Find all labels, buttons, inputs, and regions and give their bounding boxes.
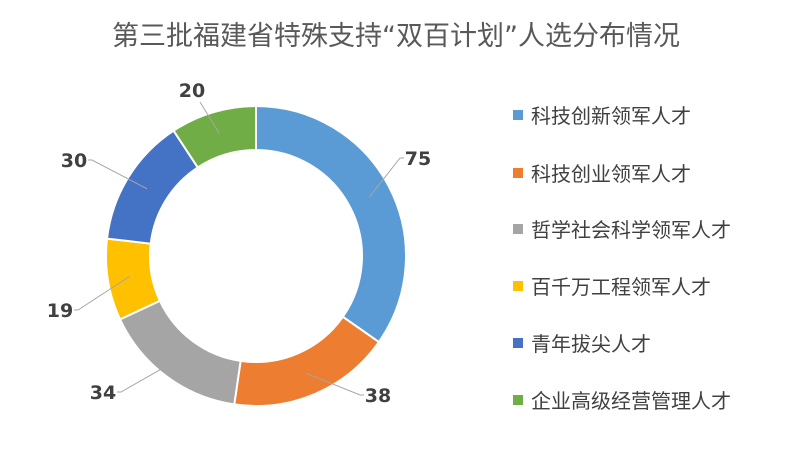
legend-swatch	[513, 109, 523, 120]
legend-label: 青年拔尖人才	[531, 332, 651, 356]
leader-line	[117, 358, 180, 393]
leader-line	[306, 373, 364, 396]
legend-swatch	[513, 337, 523, 348]
legend-swatch	[513, 167, 523, 178]
donut-slice	[118, 299, 242, 406]
legend-item: 百千万工程领军人才	[513, 271, 711, 300]
legend-label: 科技创新领军人才	[531, 104, 691, 128]
donut-slice	[172, 104, 257, 169]
data-label: 75	[405, 148, 431, 170]
legend-swatch	[513, 394, 523, 405]
data-label: 19	[47, 300, 73, 322]
legend-label: 哲学社会科学领军人才	[531, 218, 731, 242]
chart-title: 第三批福建省特殊支持“双百计划”人选分布情况	[112, 21, 680, 52]
data-label: 38	[365, 385, 391, 407]
legend-item: 科技创业领军人才	[513, 158, 691, 187]
legend-item: 青年拔尖人才	[513, 328, 651, 357]
leader-line	[199, 101, 220, 134]
donut-slice	[255, 104, 407, 344]
leader-line	[369, 157, 404, 198]
data-label: 20	[179, 80, 205, 102]
legend-swatch	[513, 280, 523, 291]
leader-line	[74, 275, 130, 311]
legend-item: 科技创新领军人才	[513, 100, 691, 129]
data-label: 30	[61, 150, 87, 172]
legend-item: 哲学社会科学领军人才	[513, 214, 731, 243]
legend-swatch	[513, 223, 523, 234]
leader-line	[88, 159, 148, 190]
legend-label: 企业高级经营管理人才	[531, 389, 731, 413]
donut-slice	[233, 315, 381, 407]
legend-item: 企业高级经营管理人才	[513, 385, 731, 414]
legend-label: 科技创业领军人才	[531, 162, 691, 186]
legend-label: 百千万工程领军人才	[531, 275, 711, 299]
data-label: 34	[90, 382, 116, 404]
